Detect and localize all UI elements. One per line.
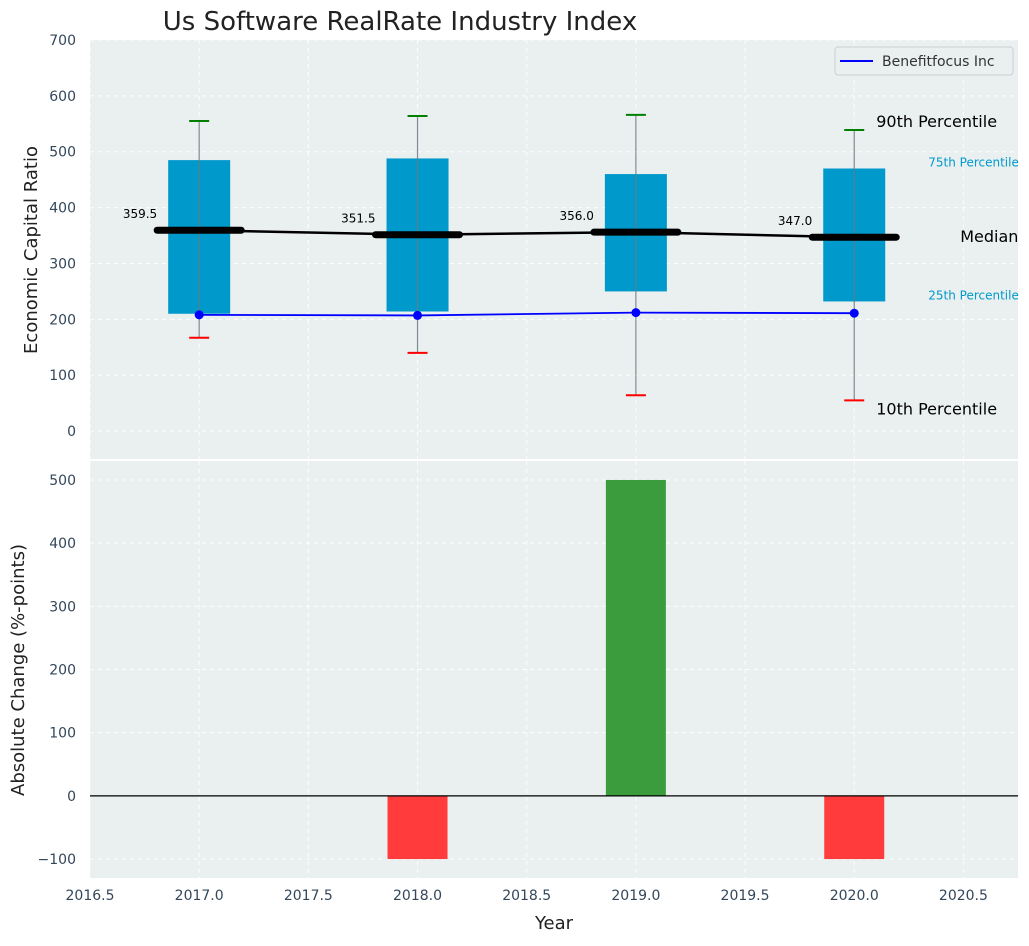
- top-y-tick-label: 0: [67, 424, 76, 440]
- legend-box: [834, 46, 1014, 76]
- top-y-tick-label: 700: [49, 33, 76, 49]
- top-y-axis-title: Economic Capital Ratio: [21, 146, 42, 354]
- x-tick-label: 2020.5: [939, 888, 988, 904]
- top-y-tick-label: 400: [49, 201, 76, 217]
- company-series-line: [199, 311, 855, 317]
- top-y-tick-label: 300: [49, 256, 76, 272]
- change-bar-panel: −100 0 100 200 300 400 500 2016.5 2017.0 2017.5 20…: [38, 461, 1018, 904]
- median-trend-line: [199, 228, 855, 239]
- box-plot-panel: 0 100 200 300 400 500 600 700 359.5 351.5 356.0 347…: [49, 33, 1019, 459]
- x-tick-label: 2019.5: [721, 888, 770, 904]
- legend: Benefitfocus Inc: [834, 46, 1014, 76]
- x-tick-label: 2018.5: [502, 888, 551, 904]
- x-tick-label: 2017.0: [175, 888, 224, 904]
- change-bar: [605, 479, 666, 796]
- p90-annotation: 90th Percentile: [876, 112, 997, 131]
- bottom-y-tick-label: −100: [38, 852, 76, 868]
- bottom-y-tick-label: 0: [67, 789, 76, 805]
- bottom-y-tick-label: 200: [49, 663, 76, 679]
- bottom-y-axis-title: Absolute Change (%-points): [8, 544, 29, 796]
- p75-annotation: 75th Percentile: [928, 155, 1019, 169]
- change-bar: [824, 795, 885, 860]
- legend-entry: Benefitfocus Inc: [882, 54, 995, 70]
- p10-annotation: 10th Percentile: [876, 399, 997, 418]
- top-y-tick-label: 500: [49, 145, 76, 161]
- x-tick-label: 2016.5: [66, 888, 115, 904]
- company-series-point: [413, 310, 423, 320]
- chart-title: Us Software RealRate Industry Index: [163, 7, 637, 37]
- p25-annotation: 25th Percentile: [928, 288, 1019, 302]
- x-tick-label: 2020.0: [830, 888, 879, 904]
- company-series-point: [631, 308, 641, 318]
- top-y-tick-label: 100: [49, 368, 76, 384]
- x-tick-label: 2017.5: [284, 888, 333, 904]
- median-annotation: Median: [960, 227, 1018, 246]
- median-value-label: 351.5: [341, 212, 375, 226]
- company-series-point: [849, 308, 859, 318]
- median-value-label: 356.0: [560, 209, 594, 223]
- x-axis-title: Year: [534, 913, 574, 934]
- x-tick-label: 2018.0: [393, 888, 442, 904]
- x-tick-label: 2019.0: [611, 888, 660, 904]
- bottom-y-tick-label: 100: [49, 726, 76, 742]
- median-value-label: 347.0: [778, 214, 812, 228]
- top-y-tick-label: 600: [49, 89, 76, 105]
- top-y-tick-label: 200: [49, 312, 76, 328]
- company-series-point: [194, 310, 204, 320]
- change-bar: [387, 795, 448, 860]
- bottom-y-tick-label: 300: [49, 599, 76, 615]
- median-value-label: 359.5: [123, 207, 157, 221]
- bottom-y-tick-label: 500: [49, 473, 76, 489]
- bottom-y-tick-label: 400: [49, 536, 76, 552]
